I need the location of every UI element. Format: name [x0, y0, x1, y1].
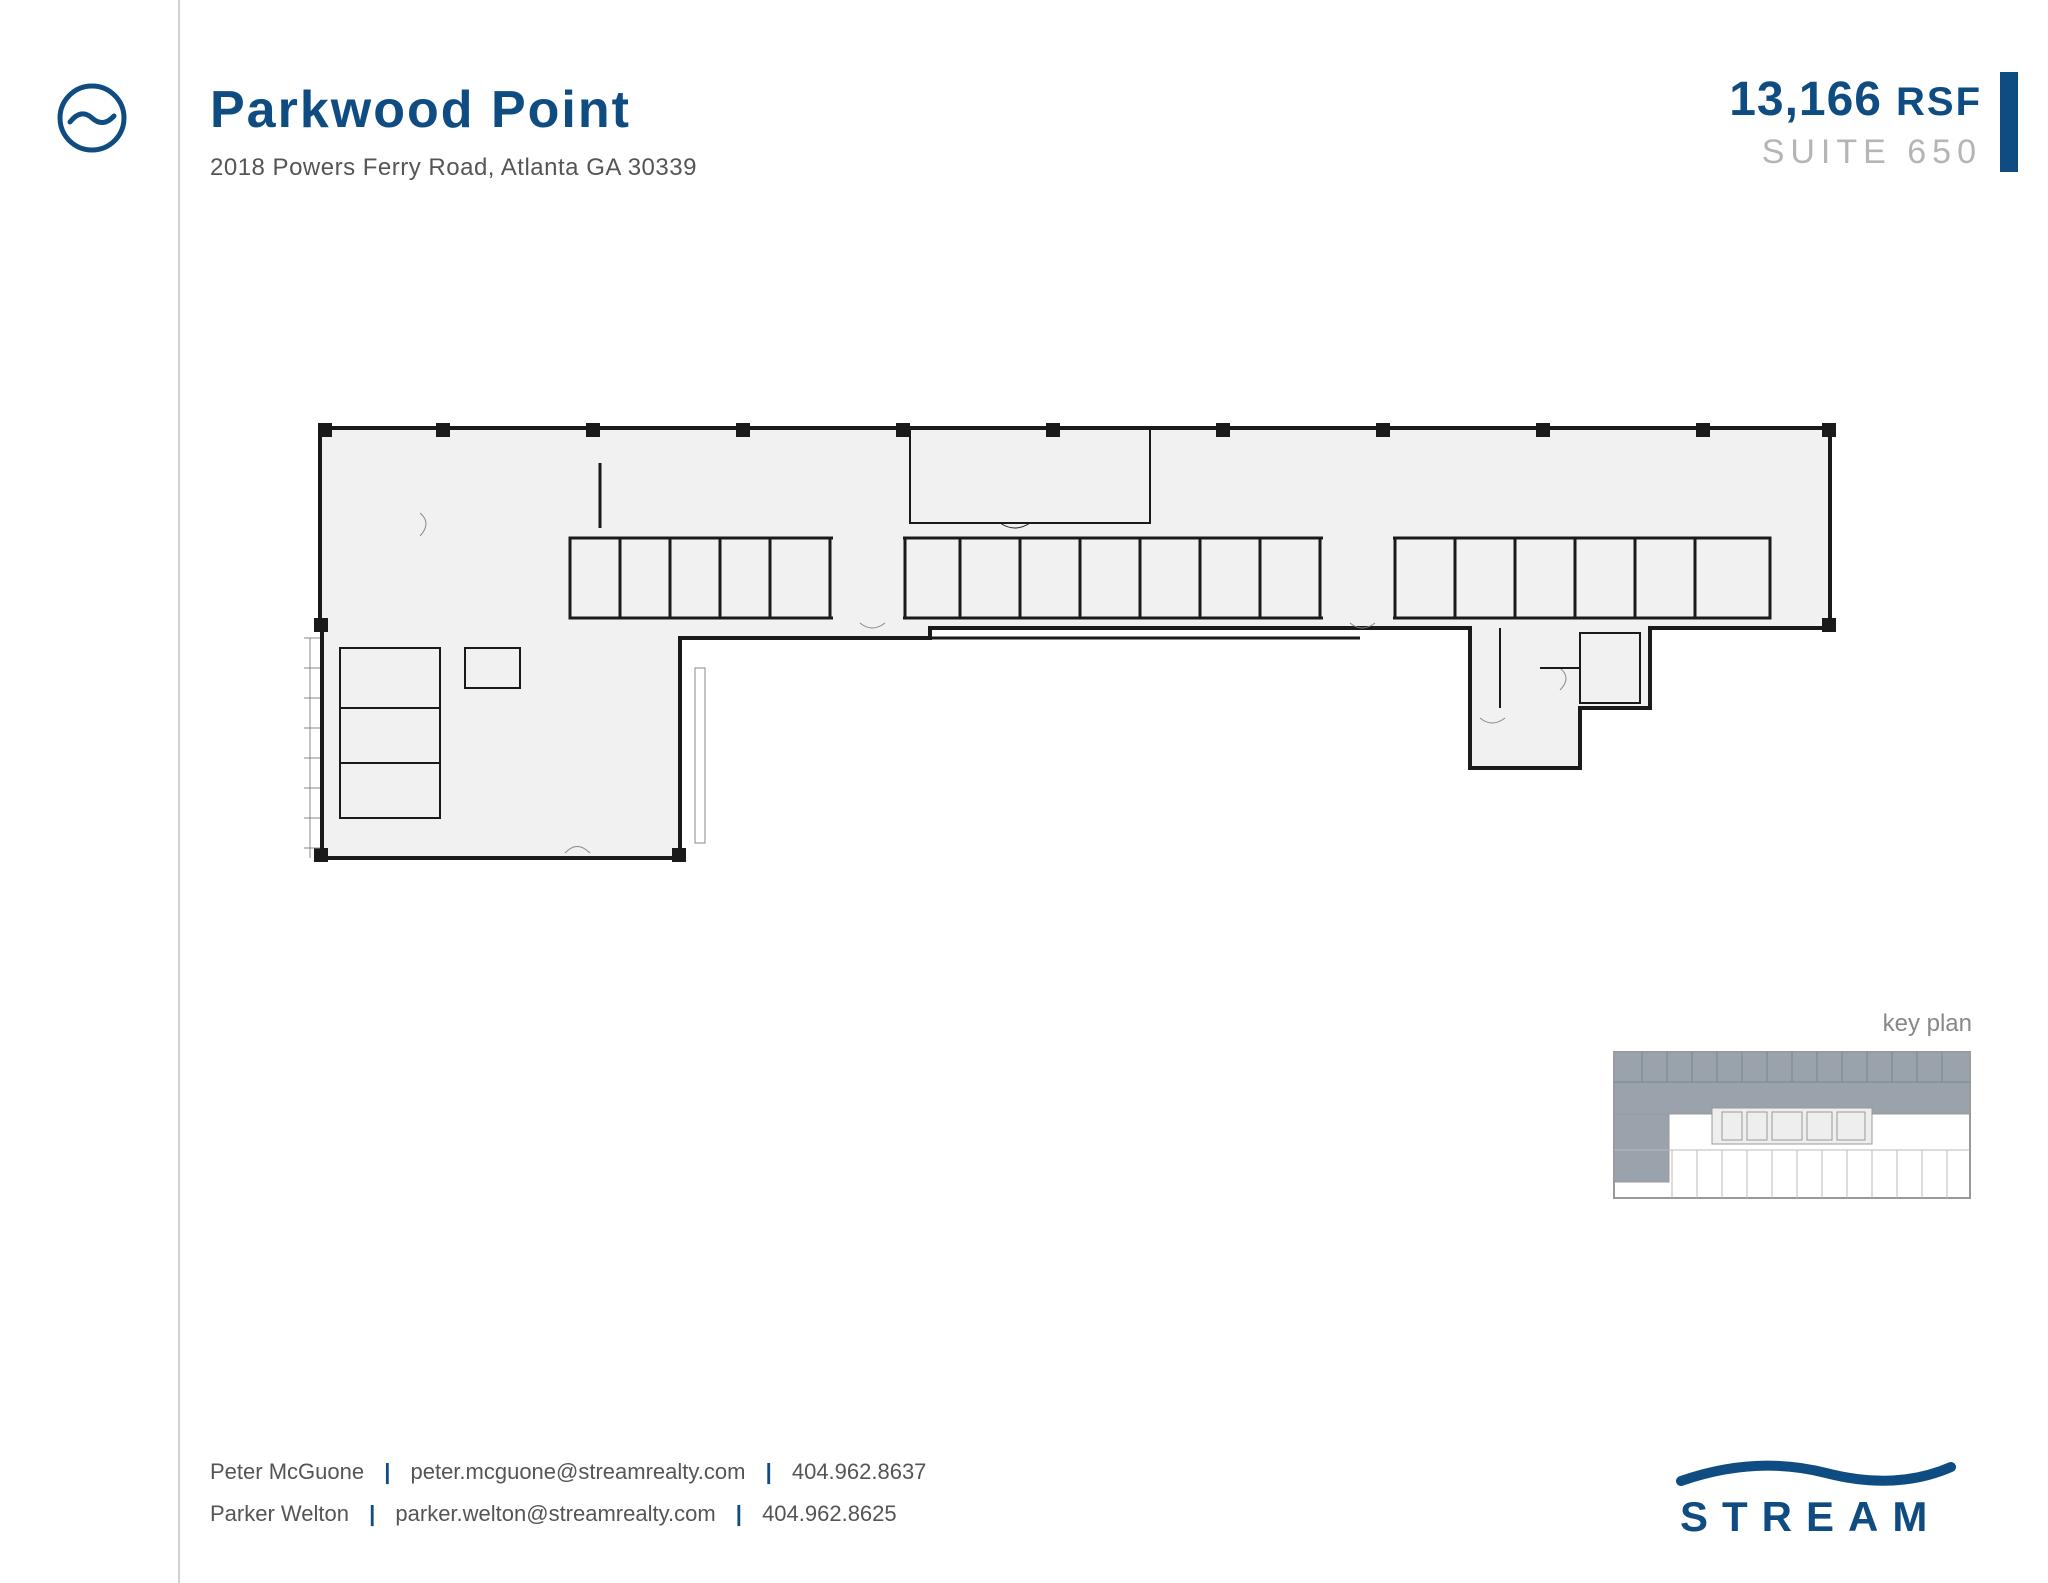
rsf-line: 13,166 RSF [1729, 72, 1982, 127]
rsf-number: 13,166 [1729, 73, 1882, 126]
separator-icon: | [369, 1501, 375, 1526]
floorplan-diagram [300, 408, 1850, 888]
counter [695, 668, 705, 843]
column [1822, 618, 1836, 632]
separator-icon: | [736, 1501, 742, 1526]
keyplan-diagram [1612, 1050, 1972, 1200]
suite-number: SUITE 650 [1729, 133, 1982, 172]
contact-name: Parker Welton [210, 1501, 349, 1526]
wave-logo-icon [56, 82, 128, 154]
contact-phone: 404.962.8625 [762, 1501, 897, 1526]
keyplan-label: key plan [1612, 1010, 1972, 1038]
accent-bar [2000, 72, 2018, 172]
stream-brand-logo: STREAM [1676, 1453, 1956, 1543]
separator-icon: | [766, 1459, 772, 1484]
window-mullions-left [304, 638, 320, 858]
rsf-label: RSF [1896, 80, 1982, 124]
page: Parkwood Point 2018 Powers Ferry Road, A… [0, 0, 2048, 1583]
content-area: Parkwood Point 2018 Powers Ferry Road, A… [210, 0, 2000, 1583]
floorplan-outline [320, 428, 1830, 858]
corridor-gap-2 [1323, 536, 1393, 620]
keyplan-section: key plan [1612, 1010, 1972, 1205]
separator-icon: | [384, 1459, 390, 1484]
rsf-block: 13,166 RSF SUITE 650 [1729, 72, 2000, 172]
contact-email: peter.mcguone@streamrealty.com [410, 1459, 745, 1484]
contact-phone: 404.962.8637 [792, 1459, 927, 1484]
corridor-gap [833, 536, 903, 620]
left-sidebar [0, 0, 180, 1583]
contact-name: Peter McGuone [210, 1459, 364, 1484]
stream-logo-text: STREAM [1680, 1493, 1941, 1540]
contact-email: parker.welton@streamrealty.com [395, 1501, 715, 1526]
